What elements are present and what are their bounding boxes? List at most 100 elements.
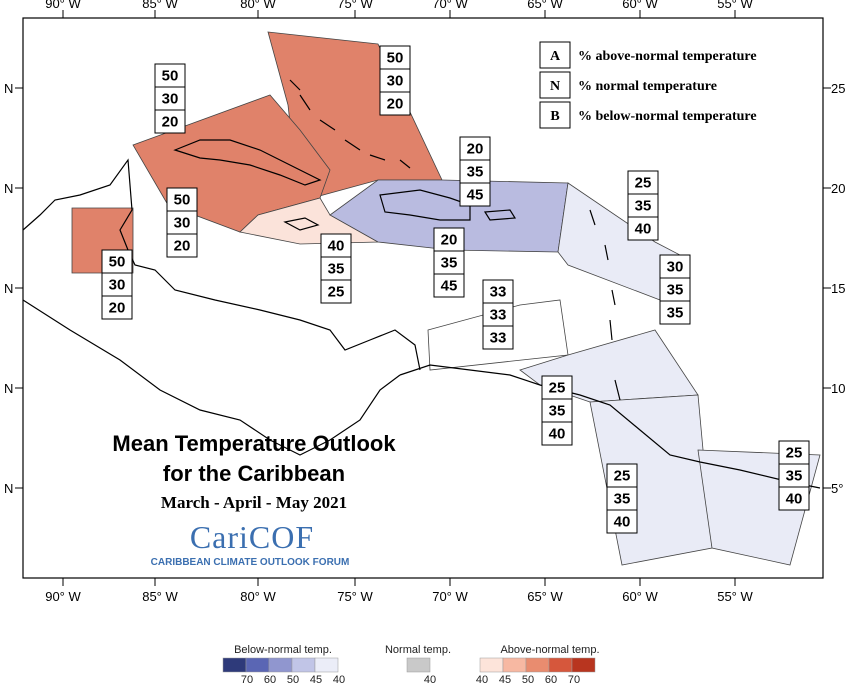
lon-label: 75° W	[337, 0, 373, 11]
above-swatch	[479, 657, 504, 673]
lon-labels-top: 90° W 85° W 80° W 75° W 70° W 65° W 60° …	[45, 0, 753, 11]
lon-labels-bottom: 90° W 85° W 80° W 75° W 70° W 65° W 60° …	[45, 589, 753, 604]
lat-label: 5°	[831, 481, 843, 496]
probability-value: 25	[635, 175, 652, 192]
above-tick: 45	[499, 674, 511, 684]
probability-value: 25	[328, 284, 345, 301]
above-swatch	[571, 657, 596, 673]
probability-cell	[166, 233, 198, 258]
probability-value: 33	[490, 330, 507, 347]
probability-value: 20	[174, 238, 191, 255]
below-tick: 45	[310, 674, 322, 684]
probability-value: 35	[635, 198, 652, 215]
lat-label: N	[4, 481, 13, 496]
probability-value: 35	[467, 164, 484, 181]
cuba-outline	[173, 139, 322, 186]
key-letter-a: A	[550, 49, 561, 64]
probability-value: 50	[174, 192, 191, 209]
color-scale: Below-normal temp. Normal temp. Above-no…	[222, 644, 600, 684]
probability-cell	[154, 109, 186, 134]
probability-cell	[433, 273, 465, 298]
lon-label: 80° W	[240, 589, 276, 604]
jamaica-outline	[283, 217, 320, 231]
below-tick: 60	[264, 674, 276, 684]
probability-value: 40	[786, 491, 803, 508]
coastlines	[22, 79, 821, 489]
probability-cell	[379, 91, 411, 116]
box-jamaica: 40 35 25	[320, 233, 352, 304]
probability-value: 35	[614, 491, 631, 508]
box-abc: 33 33 33	[482, 279, 514, 350]
south-america-north-coast	[399, 364, 821, 489]
probability-value: 20	[387, 96, 404, 113]
probability-cell	[101, 295, 133, 320]
box-bahamas: 50 30 20	[379, 45, 411, 116]
key-box-a	[539, 41, 571, 69]
above-tick: 40	[476, 674, 488, 684]
lat-label: 20	[831, 181, 845, 196]
below-tick: 50	[287, 674, 299, 684]
key-text-b: % below-normal temperature	[578, 109, 757, 124]
key-text-n: % normal temperature	[578, 79, 717, 94]
lon-label: 55° W	[717, 0, 753, 11]
lon-label: 60° W	[622, 589, 658, 604]
box-suriname: 25 35 40	[778, 440, 810, 511]
probability-value: 33	[490, 284, 507, 301]
above-tick: 60	[545, 674, 557, 684]
probability-value: 25	[614, 468, 631, 485]
probability-value: 25	[549, 380, 566, 397]
below-swatch	[245, 657, 270, 673]
probability-value: 20	[441, 232, 458, 249]
lon-label: 65° W	[527, 0, 563, 11]
scale-normal-title: Normal temp.	[385, 644, 451, 656]
central-america-pacific	[22, 299, 401, 456]
probability-value: 20	[109, 300, 126, 317]
probability-value: 40	[549, 426, 566, 443]
lat-label: N	[4, 181, 13, 196]
map-title-line2: for the Caribbean	[163, 461, 345, 486]
above-swatch	[548, 657, 573, 673]
probability-value: 35	[667, 305, 684, 322]
tick-marks	[15, 10, 831, 586]
puerto-rico-outline	[483, 209, 517, 221]
box-guyana: 25 35 40	[606, 463, 638, 534]
above-tick: 70	[568, 674, 580, 684]
lon-label: 90° W	[45, 589, 81, 604]
probability-value: 30	[109, 277, 126, 294]
below-swatch	[222, 657, 247, 673]
lat-labels-left: N N N N N	[4, 81, 13, 496]
scale-swatches: 70 60 50 45 40 40 40 45 50 60 70	[222, 657, 596, 684]
lat-label: 10	[831, 381, 845, 396]
lon-label: 80° W	[240, 0, 276, 11]
below-swatch	[291, 657, 316, 673]
below-tick: 70	[241, 674, 253, 684]
lat-label: 25	[831, 81, 845, 96]
lon-label: 90° W	[45, 0, 81, 11]
probability-value: 20	[467, 141, 484, 158]
map-title-line1: Mean Temperature Outlook	[112, 431, 396, 456]
key-letter-n: N	[550, 79, 560, 94]
key-box-n	[539, 71, 571, 99]
probability-value: 35	[667, 282, 684, 299]
probability-value: 40	[328, 238, 345, 255]
probability-value: 45	[441, 278, 458, 295]
probability-cell	[606, 509, 638, 534]
below-swatch	[268, 657, 293, 673]
probability-cell	[659, 300, 691, 325]
probability-cell	[541, 421, 573, 446]
probability-key: A % above-normal temperature N % normal …	[539, 41, 757, 129]
probability-value: 33	[490, 307, 507, 324]
probability-value: 35	[549, 403, 566, 420]
below-swatch	[314, 657, 339, 673]
normal-swatch	[406, 657, 431, 673]
scale-above-title: Above-normal temp.	[500, 644, 599, 656]
box-hispaniola: 20 35 45	[459, 136, 491, 207]
probability-value: 40	[614, 514, 631, 531]
lat-label: 15	[831, 281, 845, 296]
lon-label: 65° W	[527, 589, 563, 604]
key-letter-b: B	[550, 109, 559, 124]
box-leeward: 25 35 40	[627, 170, 659, 241]
lat-labels-right: 25 20 15 10 5°	[831, 81, 845, 496]
scale-below-title: Below-normal temp.	[234, 644, 332, 656]
